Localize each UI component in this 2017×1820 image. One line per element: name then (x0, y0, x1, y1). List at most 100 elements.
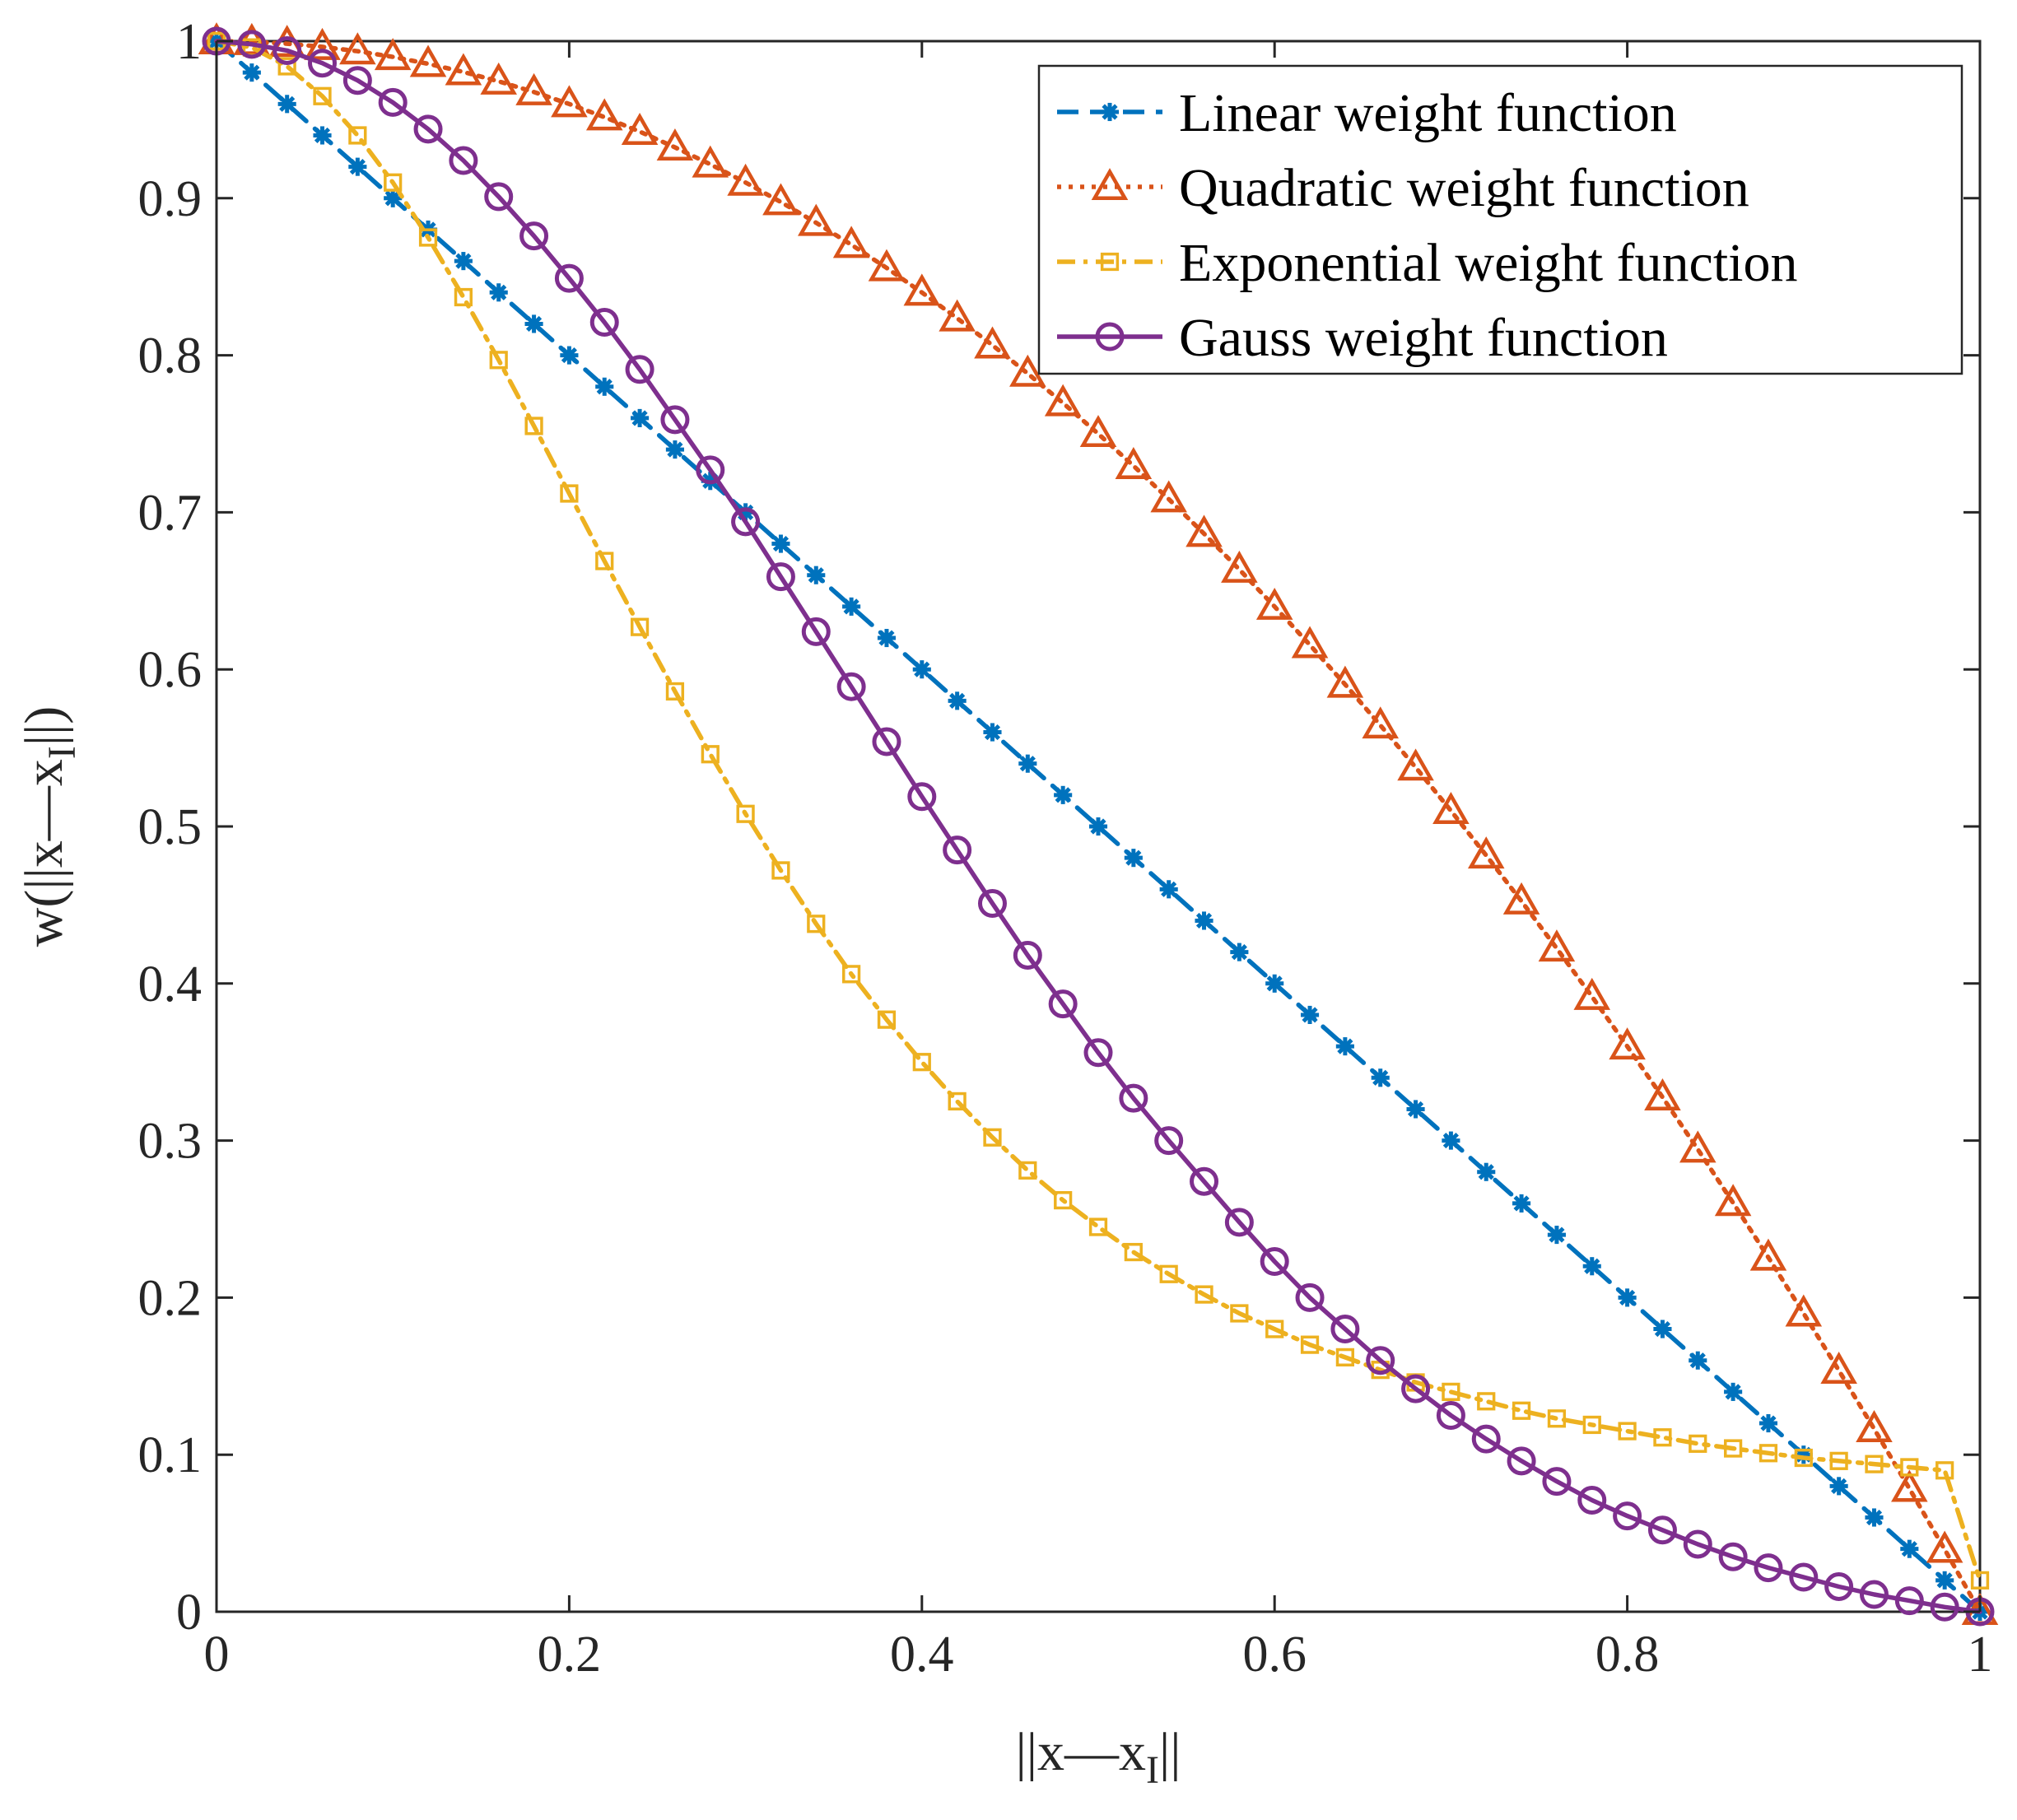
square-marker (1582, 1415, 1601, 1435)
square-marker (560, 484, 579, 503)
legend-box (1037, 64, 1963, 375)
square-marker (1689, 1434, 1707, 1453)
square-marker (1335, 1348, 1354, 1367)
square-marker (1124, 1242, 1143, 1262)
square-marker (1547, 1409, 1567, 1428)
y-tick-label: 0.1 (138, 1427, 203, 1483)
triangle-marker (1186, 514, 1223, 547)
square-marker (348, 126, 367, 145)
triangle-marker (1255, 587, 1293, 620)
y-tick-label: 0.6 (138, 642, 203, 698)
asterisk-marker (1442, 1131, 1460, 1150)
x-tick-label: 0.8 (1595, 1627, 1660, 1683)
x-axis-label-part-1: ||x—x (1016, 1722, 1146, 1782)
triangle-marker (1079, 415, 1117, 448)
circle-marker (1647, 1515, 1677, 1545)
square-marker (1230, 1304, 1249, 1323)
y-axis-label-part-1: w(||x—x (14, 759, 74, 947)
legend-item: Linear weight function (1057, 83, 1677, 143)
x-tick-label: 1 (1968, 1627, 1993, 1683)
circle-marker (801, 617, 831, 646)
square-marker (384, 173, 403, 192)
circle-marker (836, 672, 866, 701)
square-marker (1935, 1461, 1954, 1480)
x-axis-label: ||x—xI|| (1016, 1722, 1181, 1792)
circle-marker (1330, 1315, 1360, 1344)
asterisk-marker (1335, 1037, 1354, 1056)
triangle-marker (939, 299, 976, 332)
square-marker (948, 1092, 967, 1111)
circle-marker (1577, 1486, 1607, 1515)
triangle-marker (1926, 1530, 1963, 1563)
circle-marker (1824, 1571, 1854, 1601)
asterisk-marker (277, 95, 296, 114)
triangle-marker (1502, 882, 1540, 915)
square-marker (877, 1010, 897, 1029)
square-marker (1088, 1217, 1108, 1236)
circle-marker (660, 405, 690, 435)
square-marker (1512, 1401, 1531, 1420)
triangle-marker (374, 38, 412, 71)
square-marker (1970, 1571, 1990, 1590)
circle-marker (1471, 1424, 1501, 1454)
y-axis-label-part-3: ||) (14, 706, 74, 746)
circle-marker (589, 308, 619, 337)
circle-marker (907, 782, 937, 812)
square-marker (313, 86, 332, 105)
asterisk-marker (1195, 911, 1213, 930)
x-axis-label-part-3: || (1159, 1722, 1181, 1782)
y-tick-label: 0.4 (138, 957, 203, 1012)
triangle-marker (1150, 480, 1187, 513)
x-tick-label: 0 (204, 1627, 230, 1683)
asterisk-marker (1159, 880, 1178, 899)
triangle-marker (515, 72, 552, 105)
circle-marker (1436, 1401, 1465, 1430)
triangle-marker (1221, 550, 1258, 583)
legend-label: Linear weight function (1179, 83, 1677, 143)
asterisk-marker (242, 63, 261, 82)
square-marker (1900, 1458, 1919, 1477)
triangle-marker (1432, 791, 1470, 824)
square-marker (1195, 1285, 1213, 1304)
triangle-marker (1115, 446, 1153, 479)
triangle-marker (1573, 977, 1611, 1010)
asterisk-marker (489, 283, 508, 302)
asterisk-marker (1618, 1288, 1637, 1307)
asterisk-marker (384, 189, 403, 207)
square-marker (1477, 1392, 1496, 1411)
tick-layer: 0 0.2 0.4 0.6 0.8 1 0 0.1 0.2 0.3 0.4 0.5 0.6 0.7 0.8 0… (138, 14, 1993, 1683)
square-marker (1618, 1422, 1637, 1441)
circle-marker (1542, 1467, 1572, 1496)
series-square (207, 31, 1990, 1590)
triangle-marker (727, 163, 764, 196)
triangle-marker (304, 27, 341, 60)
asterisk-marker (665, 440, 684, 459)
square-marker (807, 915, 826, 933)
triangle-marker (1856, 1409, 1893, 1442)
circle-marker (273, 35, 302, 65)
triangle-marker (1820, 1351, 1857, 1384)
circle-marker (1718, 1542, 1748, 1571)
y-tick-label: 0.3 (138, 1114, 203, 1170)
asterisk-marker (1265, 974, 1284, 993)
square-marker (1758, 1444, 1778, 1463)
asterisk-marker (1653, 1320, 1672, 1338)
series-layer (198, 22, 1999, 1627)
square-marker (595, 552, 614, 570)
triangle-marker (1644, 1078, 1681, 1110)
x-axis-label-subscript: I (1146, 1748, 1159, 1792)
triangle-marker (832, 226, 870, 258)
triangle-marker (445, 53, 482, 86)
triangle-marker (656, 128, 694, 161)
asterisk-marker (983, 723, 1002, 742)
circle-marker (731, 507, 761, 537)
triangle-marker (551, 85, 588, 118)
asterisk-marker (560, 346, 579, 365)
asterisk-marker (912, 660, 931, 679)
square-marker (771, 861, 790, 880)
circle-marker (766, 562, 795, 592)
square-marker (1300, 1335, 1320, 1354)
square-marker (454, 287, 473, 307)
asterisk-marker (524, 314, 543, 333)
